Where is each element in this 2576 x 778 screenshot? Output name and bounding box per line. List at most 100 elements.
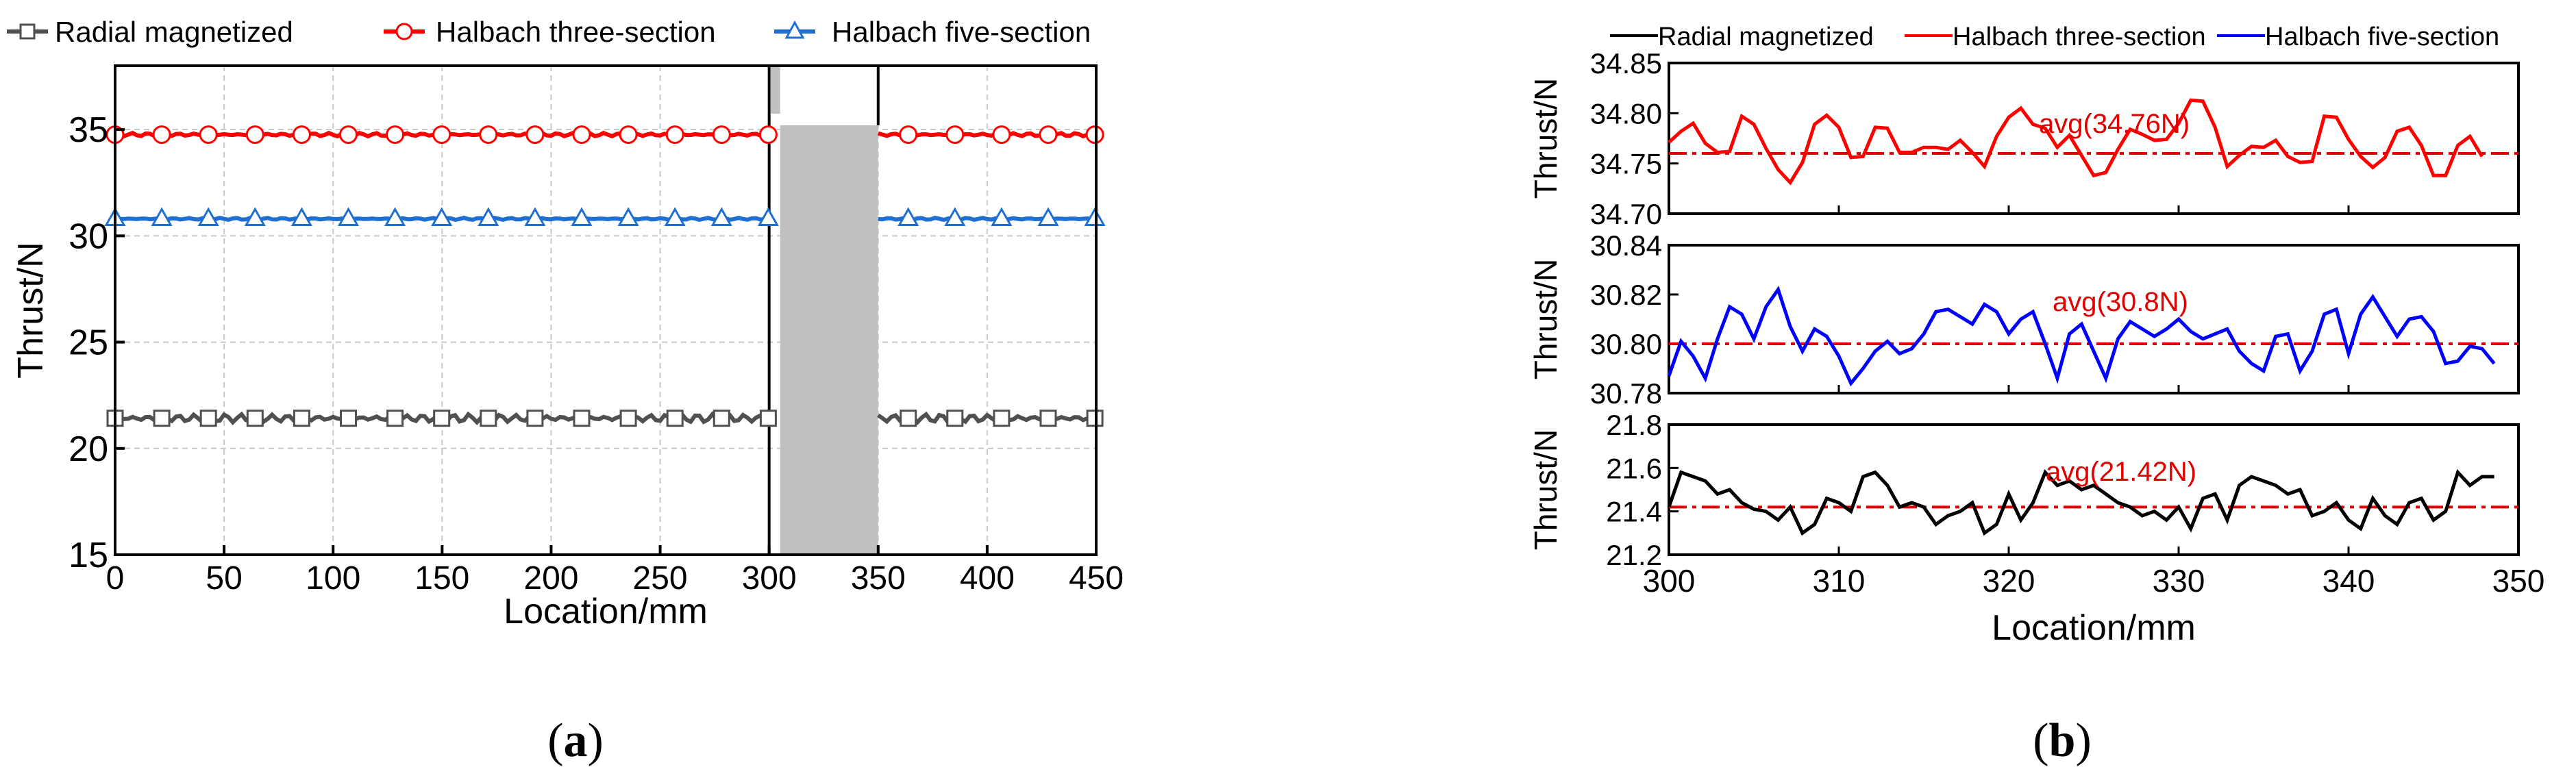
panel-a-marker-circle <box>432 125 451 145</box>
panel-a-marker-square <box>526 410 544 427</box>
panel-b-y-axis-label-2: Thrust/N <box>1528 429 1563 550</box>
panel-a-y-axis-label: Thrust/N <box>11 242 51 378</box>
panel-a-x-tick-label: 50 <box>206 560 242 597</box>
panel-b-x-tick-label: 320 <box>1983 563 2035 599</box>
panel-a-x-tick-label: 250 <box>633 560 688 597</box>
panel-b-x-axis-label: Location/mm <box>1992 608 2196 648</box>
panel-a-marker-triangle <box>524 207 546 227</box>
panel-a-marker-square <box>339 410 357 427</box>
panel-a-marker-triangle <box>431 207 453 227</box>
panel-a-marker-triangle <box>897 207 919 227</box>
panel-a-x-axis-label: Location/mm <box>504 592 708 631</box>
panel-a-marker-square <box>433 410 451 427</box>
panel-b-y-tick-label: 30.84 <box>1590 229 1662 262</box>
panel-a-x-tick-label: 0 <box>106 560 125 597</box>
panel-b-legend: Radial magnetized Halbach three-section Ha… <box>1610 23 2499 51</box>
panel-a-marker-circle <box>338 125 358 145</box>
panel-a-marker-triangle <box>384 207 406 227</box>
panel-a-legend-label-1: Halbach three-section <box>436 16 716 48</box>
panel-b-y-tick-label: 21.6 <box>1606 452 1662 484</box>
panel-b-y-tick-label: 34.85 <box>1590 47 1662 79</box>
panel-a-marker-circle <box>479 125 498 145</box>
panel-a-legend-marker-0 <box>19 23 36 40</box>
panel-b-y-tick-label: 34.80 <box>1590 97 1662 129</box>
panel-b-y-tick-label: 21.8 <box>1606 409 1662 441</box>
panel-a-marker-circle <box>199 125 218 145</box>
panel-b-avg-label-2: avg(21.42N) <box>2046 457 2196 487</box>
panel-a-y-tick-label: 20 <box>69 429 108 469</box>
panel-a-marker-triangle <box>617 207 639 227</box>
panel-a-caption-letter: a <box>564 714 588 767</box>
panel-a-marker-square <box>246 410 264 427</box>
panel-a-ticks: 0 50 100 150 200 250 300 350 400 450 15 20 25 30 35 <box>69 110 1124 597</box>
panel-a-legend-label-0: Radial magnetized <box>55 16 293 48</box>
panel-a-marker-circle <box>292 125 311 145</box>
panel-b-y-tick-label: 21.2 <box>1606 539 1662 571</box>
panel-a-marker-triangle <box>664 207 686 227</box>
panel-a-marker-square <box>759 410 777 427</box>
panel-a-marker-square <box>666 410 684 427</box>
panel-b-avg-label-1: avg(30.8N) <box>2053 287 2188 317</box>
panel-b-caption: (b) <box>2033 714 2092 767</box>
panel-a-x-tick-label: 300 <box>742 560 797 597</box>
panel-a-marker-square <box>946 410 964 427</box>
panel-a-marker-circle <box>525 125 545 145</box>
panel-a-marker-square <box>480 410 497 427</box>
panel-a-marker-circle <box>899 125 918 145</box>
panel-a-x-tick-label: 150 <box>414 560 469 597</box>
panel-a-marker-circle <box>152 125 171 145</box>
panel-a-marker-triangle <box>478 207 499 227</box>
panel-a-marker-triangle <box>290 207 312 227</box>
panel-a-plot-frame <box>114 64 1098 556</box>
panel-a-marker-triangle <box>571 207 593 227</box>
panel-a-zoom-tab <box>770 66 780 114</box>
panel-a-marker-circle <box>992 125 1011 145</box>
panel-a-marker-square <box>153 410 171 427</box>
panel-b-chart: Radial magnetized Halbach three-section Ha… <box>1528 23 2544 767</box>
panel-a-marker-square <box>1039 410 1057 427</box>
panel-b-y-tick-label: 34.70 <box>1590 198 1662 230</box>
panel-b-legend-label-2: Halbach five-section <box>2265 23 2499 51</box>
panel-b-x-tick-label: 340 <box>2323 563 2375 599</box>
panel-a-marker-circle <box>245 125 264 145</box>
panel-a-x-tick-label: 400 <box>960 560 1015 597</box>
panel-b-y-tick-label: 34.75 <box>1590 148 1662 180</box>
panel-b-y-axis-label-1: Thrust/N <box>1528 259 1563 379</box>
panel-b-series-line-2 <box>1667 468 2494 536</box>
panel-a-marker-triangle <box>710 207 732 227</box>
panel-b-subplot-0: 34.70 34.75 34.80 34.85 avg(34.76N) Thrust/N <box>1528 47 2520 230</box>
panel-b-subplot-2: 21.2 21.4 21.6 21.8 avg(21.42N) Thrust/N <box>1528 409 2520 571</box>
panel-a-y-tick-label: 15 <box>69 536 108 575</box>
panel-a-x-tick-label: 450 <box>1069 560 1124 597</box>
panel-a-marker-circle <box>665 125 684 145</box>
panel-a-caption-open: ( <box>547 714 563 767</box>
panel-a-marker-square <box>573 410 591 427</box>
panel-a-marker-circle <box>712 125 731 145</box>
panel-a-highlight <box>767 66 880 555</box>
panel-a-x-tick-label: 200 <box>523 560 578 597</box>
panel-a-series <box>104 125 1106 427</box>
panel-b-series-line-1 <box>1667 286 2496 387</box>
panel-a-y-tick-label: 35 <box>69 110 108 150</box>
panel-a-caption: (a) <box>547 714 604 767</box>
panel-b-x-tick-label: 350 <box>2492 563 2545 599</box>
panel-a-marker-square <box>900 410 917 427</box>
panel-b-subplot-frame-2 <box>1668 423 2520 556</box>
panel-a-marker-square <box>386 410 404 427</box>
panel-b-x-tick-label: 310 <box>1813 563 1866 599</box>
panel-b-y-tick-label: 30.82 <box>1590 279 1662 311</box>
panel-a-y-tick-label: 25 <box>69 323 108 363</box>
panel-a-marker-circle <box>758 125 778 145</box>
panel-a-legend-marker-1 <box>395 23 413 40</box>
panel-a-y-tick-label: 30 <box>69 216 108 256</box>
panel-b-subplots: 34.7034.7534.8034.85avg(34.76N)Thrust/N3… <box>1528 47 2544 599</box>
panel-a-marker-triangle <box>757 207 779 227</box>
panel-a-legend: Radial magnetized Halbach three-section Ha… <box>7 16 1091 48</box>
panel-b-y-tick-label: 30.78 <box>1590 377 1662 410</box>
panel-b-subplot-frame-0 <box>1668 62 2520 215</box>
panel-a-marker-triangle <box>1037 207 1059 227</box>
panel-b-subplot-frame-1 <box>1668 244 2520 394</box>
panel-a-marker-triangle <box>337 207 360 227</box>
panel-a-marker-square <box>199 410 217 427</box>
